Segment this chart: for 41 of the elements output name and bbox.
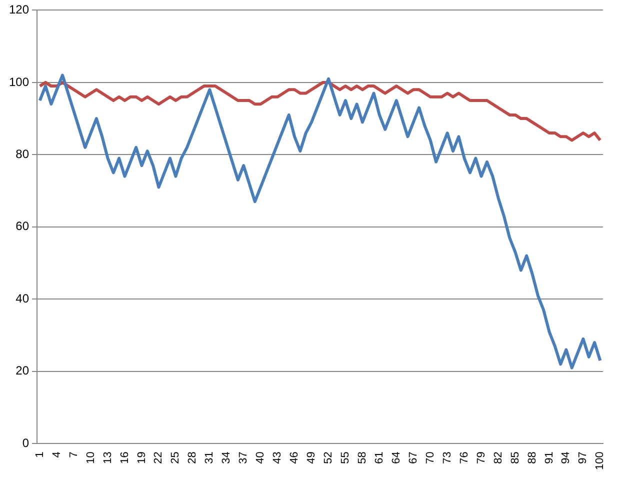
- y-tick-label: 60: [16, 219, 30, 234]
- x-tick-label: 79: [475, 452, 488, 464]
- y-tick-label: 0: [22, 436, 30, 450]
- x-tick-label: 25: [170, 452, 182, 464]
- x-tick-label: 76: [458, 452, 470, 464]
- x-tick-label: 1: [34, 452, 46, 458]
- x-tick-label: 10: [84, 452, 97, 464]
- x-tick-label: 4: [50, 452, 63, 458]
- x-tick-label: 31: [204, 452, 216, 464]
- y-tick-label: 120: [8, 2, 30, 17]
- y-tick-label: 80: [16, 146, 30, 161]
- y-tick-label: 40: [16, 291, 30, 306]
- x-tick-label: 94: [560, 452, 572, 464]
- y-tick-label: 20: [16, 364, 30, 378]
- x-tick-label: 100: [594, 452, 606, 470]
- x-tick-label: 46: [288, 452, 301, 464]
- y-tick-label: 100: [8, 74, 30, 89]
- x-tick-label: 28: [186, 452, 199, 464]
- x-tick-label: 13: [102, 452, 114, 464]
- x-tick-label: 97: [577, 452, 590, 464]
- x-tick-label: 88: [526, 452, 538, 464]
- x-tick-label: 19: [136, 452, 148, 464]
- x-tick-label: 70: [424, 452, 436, 464]
- x-tick-label: 61: [373, 452, 386, 464]
- x-tick-label: 7: [68, 452, 80, 458]
- x-tick-label: 85: [509, 452, 522, 464]
- x-tick-label: 49: [306, 452, 318, 464]
- x-tick-label: 73: [441, 452, 454, 464]
- x-tick-label: 52: [322, 452, 335, 464]
- x-tick-label: 64: [390, 452, 402, 464]
- x-tick-label: 82: [492, 452, 504, 464]
- x-tick-label: 58: [356, 452, 368, 464]
- x-tick-label: 55: [340, 452, 352, 464]
- x-tick-label: 67: [407, 452, 420, 464]
- x-tick-label: 22: [152, 452, 165, 464]
- x-tick-label: 43: [272, 452, 284, 464]
- x-tick-label: 37: [238, 452, 250, 464]
- x-tick-label: 40: [254, 452, 267, 464]
- x-tick-label: 91: [543, 452, 556, 464]
- x-tick-label: 16: [118, 452, 131, 464]
- x-tick-label: 34: [220, 452, 233, 464]
